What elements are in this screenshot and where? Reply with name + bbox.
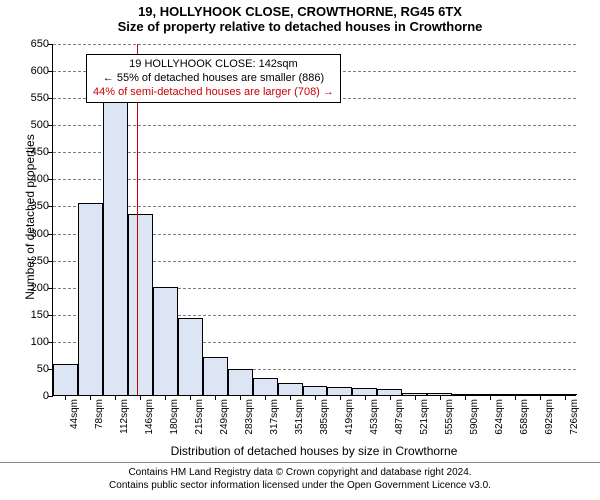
y-tick-label: 0 xyxy=(43,390,53,402)
x-tick-mark xyxy=(365,395,366,400)
x-tick-mark xyxy=(440,395,441,400)
x-tick-label: 146sqm xyxy=(144,399,155,449)
footer-line-2: Contains public sector information licen… xyxy=(0,480,600,493)
bar-rect xyxy=(53,364,78,395)
x-tick-label: 180sqm xyxy=(169,399,180,449)
x-tick-label: 521sqm xyxy=(419,399,430,449)
bar-rect xyxy=(103,100,128,395)
grid-line xyxy=(53,206,576,207)
page-title-1: 19, HOLLYHOOK CLOSE, CROWTHORNE, RG45 6T… xyxy=(0,0,600,19)
x-tick-label: 624sqm xyxy=(494,399,505,449)
bar-rect xyxy=(78,203,103,395)
x-tick-label: 487sqm xyxy=(394,399,405,449)
x-tick-mark xyxy=(90,395,91,400)
annotation-line: 19 HOLLYHOOK CLOSE: 142sqm xyxy=(93,58,334,72)
bar-rect xyxy=(228,369,253,395)
bar-rect xyxy=(128,214,153,395)
x-tick-label: 112sqm xyxy=(119,399,130,449)
x-tick-label: 590sqm xyxy=(469,399,480,449)
x-axis-label: Distribution of detached houses by size … xyxy=(52,444,576,458)
grid-line xyxy=(53,44,576,45)
x-tick-mark xyxy=(215,395,216,400)
x-tick-label: 726sqm xyxy=(569,399,580,449)
grid-line xyxy=(53,179,576,180)
bar-rect xyxy=(278,383,303,395)
x-tick-label: 44sqm xyxy=(69,399,80,449)
x-tick-mark xyxy=(565,395,566,400)
x-tick-mark xyxy=(490,395,491,400)
footer-line-1: Contains HM Land Registry data © Crown c… xyxy=(0,467,600,480)
x-tick-label: 419sqm xyxy=(344,399,355,449)
x-tick-label: 78sqm xyxy=(94,399,105,449)
chart-plot-area: 0501001502002503003504004505005506006504… xyxy=(52,44,576,396)
x-tick-mark xyxy=(540,395,541,400)
copyright-footer: Contains HM Land Registry data © Crown c… xyxy=(0,462,600,492)
bar-rect xyxy=(153,287,178,395)
x-tick-mark xyxy=(140,395,141,400)
x-tick-mark xyxy=(265,395,266,400)
x-tick-mark xyxy=(115,395,116,400)
y-axis-label: Number of detached properties xyxy=(23,67,37,367)
grid-line xyxy=(53,152,576,153)
bar-rect xyxy=(327,387,352,395)
bar-rect xyxy=(303,386,328,395)
x-tick-label: 249sqm xyxy=(219,399,230,449)
bar-rect xyxy=(253,378,278,395)
x-tick-mark xyxy=(390,395,391,400)
x-tick-label: 283sqm xyxy=(244,399,255,449)
x-tick-mark xyxy=(240,395,241,400)
x-tick-mark xyxy=(465,395,466,400)
bar-rect xyxy=(352,388,377,395)
annotation-box: 19 HOLLYHOOK CLOSE: 142sqm← 55% of detac… xyxy=(86,54,341,103)
x-tick-label: 351sqm xyxy=(294,399,305,449)
x-tick-label: 385sqm xyxy=(319,399,330,449)
annotation-line: ← 55% of detached houses are smaller (88… xyxy=(93,72,334,86)
annotation-line: 44% of semi-detached houses are larger (… xyxy=(93,86,334,100)
grid-line xyxy=(53,125,576,126)
x-tick-label: 317sqm xyxy=(269,399,280,449)
x-tick-mark xyxy=(315,395,316,400)
y-tick-label: 50 xyxy=(37,363,53,375)
bar-rect xyxy=(203,357,228,395)
y-tick-label: 650 xyxy=(31,38,53,50)
x-tick-mark xyxy=(415,395,416,400)
x-tick-label: 215sqm xyxy=(194,399,205,449)
x-tick-label: 692sqm xyxy=(544,399,555,449)
x-tick-mark xyxy=(190,395,191,400)
x-tick-mark xyxy=(290,395,291,400)
page-title-2: Size of property relative to detached ho… xyxy=(0,19,600,34)
x-tick-mark xyxy=(65,395,66,400)
x-tick-label: 453sqm xyxy=(369,399,380,449)
x-tick-label: 658sqm xyxy=(519,399,530,449)
bar-rect xyxy=(178,318,203,395)
x-tick-mark xyxy=(515,395,516,400)
x-tick-label: 555sqm xyxy=(444,399,455,449)
x-tick-mark xyxy=(165,395,166,400)
x-tick-mark xyxy=(340,395,341,400)
